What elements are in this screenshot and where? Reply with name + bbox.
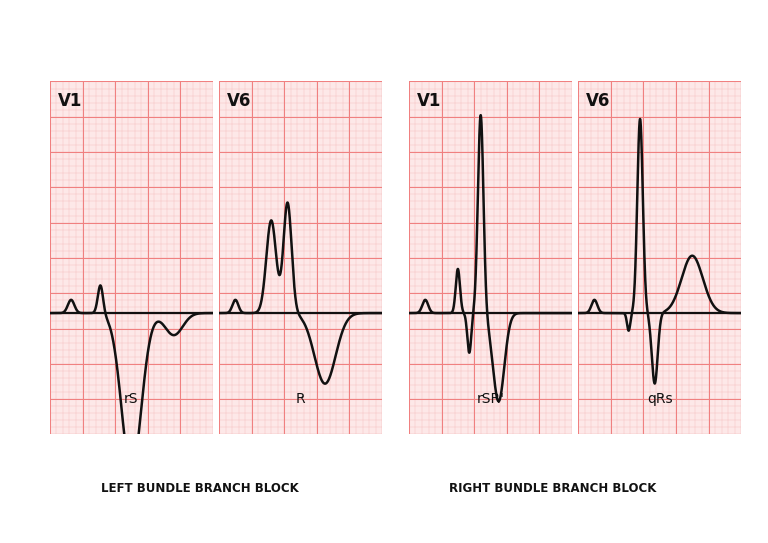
Text: V1: V1 — [58, 92, 82, 110]
Text: rS: rS — [124, 392, 139, 406]
Text: V6: V6 — [586, 92, 611, 110]
Text: V6: V6 — [227, 92, 252, 110]
Text: V1: V1 — [417, 92, 442, 110]
Text: RIGHT BUNDLE BRANCH BLOCK: RIGHT BUNDLE BRANCH BLOCK — [449, 482, 657, 495]
Text: rSR': rSR' — [476, 392, 505, 406]
Text: LEFT BUNDLE BRANCH BLOCK: LEFT BUNDLE BRANCH BLOCK — [101, 482, 299, 495]
Text: qRs: qRs — [647, 392, 673, 406]
Text: R: R — [296, 392, 306, 406]
